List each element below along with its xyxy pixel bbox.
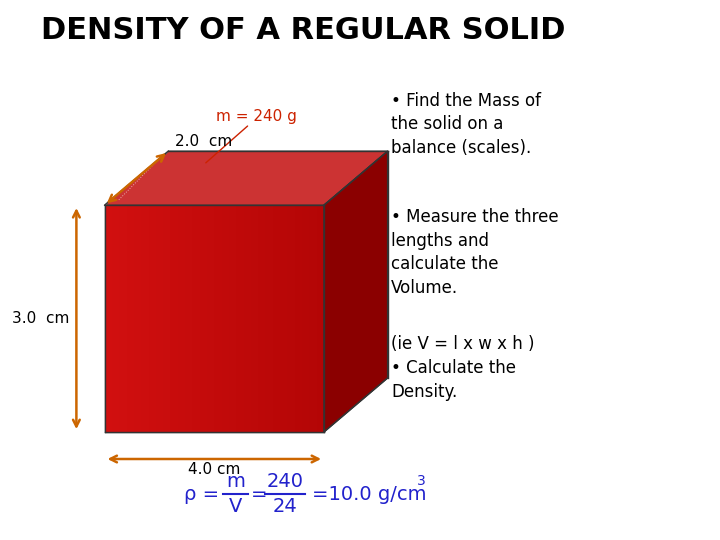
- Polygon shape: [192, 205, 199, 432]
- Polygon shape: [127, 205, 134, 432]
- Polygon shape: [163, 205, 171, 432]
- Polygon shape: [294, 205, 302, 432]
- Text: 2.0  cm: 2.0 cm: [176, 133, 233, 148]
- Polygon shape: [178, 205, 185, 432]
- Polygon shape: [310, 205, 317, 432]
- Polygon shape: [185, 205, 192, 432]
- Polygon shape: [302, 205, 310, 432]
- Text: =: =: [251, 484, 267, 504]
- Polygon shape: [287, 205, 294, 432]
- Text: DENSITY OF A REGULAR SOLID: DENSITY OF A REGULAR SOLID: [41, 16, 565, 45]
- Text: 3: 3: [417, 474, 426, 488]
- Polygon shape: [112, 205, 120, 432]
- Text: • Calculate the
Density.: • Calculate the Density.: [391, 359, 516, 401]
- Polygon shape: [324, 151, 387, 432]
- Polygon shape: [215, 205, 222, 432]
- Text: 4.0 cm: 4.0 cm: [188, 462, 240, 477]
- Text: 240: 240: [266, 472, 304, 491]
- Polygon shape: [207, 205, 215, 432]
- Text: • Find the Mass of
the solid on a
balance (scales).: • Find the Mass of the solid on a balanc…: [391, 92, 541, 157]
- Text: 3.0  cm: 3.0 cm: [12, 311, 69, 326]
- Polygon shape: [258, 205, 266, 432]
- Text: (ie V = l x w x h ): (ie V = l x w x h ): [391, 335, 535, 353]
- Polygon shape: [236, 205, 243, 432]
- Polygon shape: [251, 205, 258, 432]
- Text: V: V: [229, 497, 242, 516]
- Polygon shape: [280, 205, 287, 432]
- Text: 24: 24: [273, 497, 297, 516]
- Polygon shape: [104, 205, 112, 432]
- Text: m = 240 g: m = 240 g: [216, 109, 297, 124]
- Polygon shape: [171, 205, 178, 432]
- Polygon shape: [141, 205, 148, 432]
- Polygon shape: [317, 205, 324, 432]
- Polygon shape: [104, 151, 387, 205]
- Polygon shape: [156, 205, 163, 432]
- Text: =10.0 g/cm: =10.0 g/cm: [312, 484, 426, 504]
- Polygon shape: [229, 205, 236, 432]
- Polygon shape: [104, 205, 324, 432]
- Polygon shape: [266, 205, 273, 432]
- Polygon shape: [120, 205, 127, 432]
- Polygon shape: [222, 205, 229, 432]
- Text: • Measure the three
lengths and
calculate the
Volume.: • Measure the three lengths and calculat…: [391, 208, 559, 296]
- Text: ρ =: ρ =: [184, 484, 225, 504]
- Polygon shape: [148, 205, 156, 432]
- Text: m: m: [226, 472, 245, 491]
- Polygon shape: [134, 205, 141, 432]
- Polygon shape: [273, 205, 280, 432]
- Polygon shape: [243, 205, 251, 432]
- Polygon shape: [199, 205, 207, 432]
